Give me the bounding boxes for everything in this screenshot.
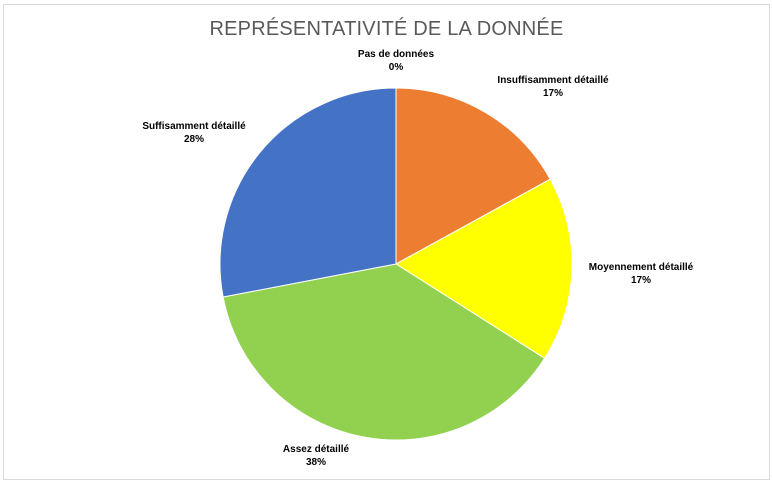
pie-slice-moyennement-detaille xyxy=(395,178,573,360)
pie-slices xyxy=(219,87,573,441)
pie-chart: Pas de données 0% Insuffisamment détaillé 1… xyxy=(142,49,693,468)
pie-slice-assez-detaille xyxy=(222,263,546,441)
slice-label-assez-detaille: Assez détaillé xyxy=(283,444,350,455)
slice-label-pas-de-donnees: Pas de données xyxy=(358,49,435,60)
slice-label-suffisamment-detaille: Suffisamment détaillé xyxy=(142,121,246,132)
slice-label-moyennement-detaille: Moyennement détaillé xyxy=(589,262,694,273)
slice-value-assez-detaille: 38% xyxy=(306,457,326,468)
pie-slice-insuffisamment-detaille xyxy=(395,87,551,265)
slice-value-suffisamment-detaille: 28% xyxy=(184,134,204,145)
pie-slice-suffisamment-detaille xyxy=(219,87,397,298)
chart-title: REPRÉSENTATIVITÉ DE LA DONNÉE xyxy=(209,18,564,40)
slice-label-insuffisamment-detaille: Insuffisamment détaillé xyxy=(497,75,609,86)
pie-labels: Pas de données 0% Insuffisamment détaillé 1… xyxy=(142,49,693,468)
slice-value-pas-de-donnees: 0% xyxy=(389,62,404,73)
slice-value-insuffisamment-detaille: 17% xyxy=(543,88,563,99)
slice-value-moyennement-detaille: 17% xyxy=(631,275,651,286)
